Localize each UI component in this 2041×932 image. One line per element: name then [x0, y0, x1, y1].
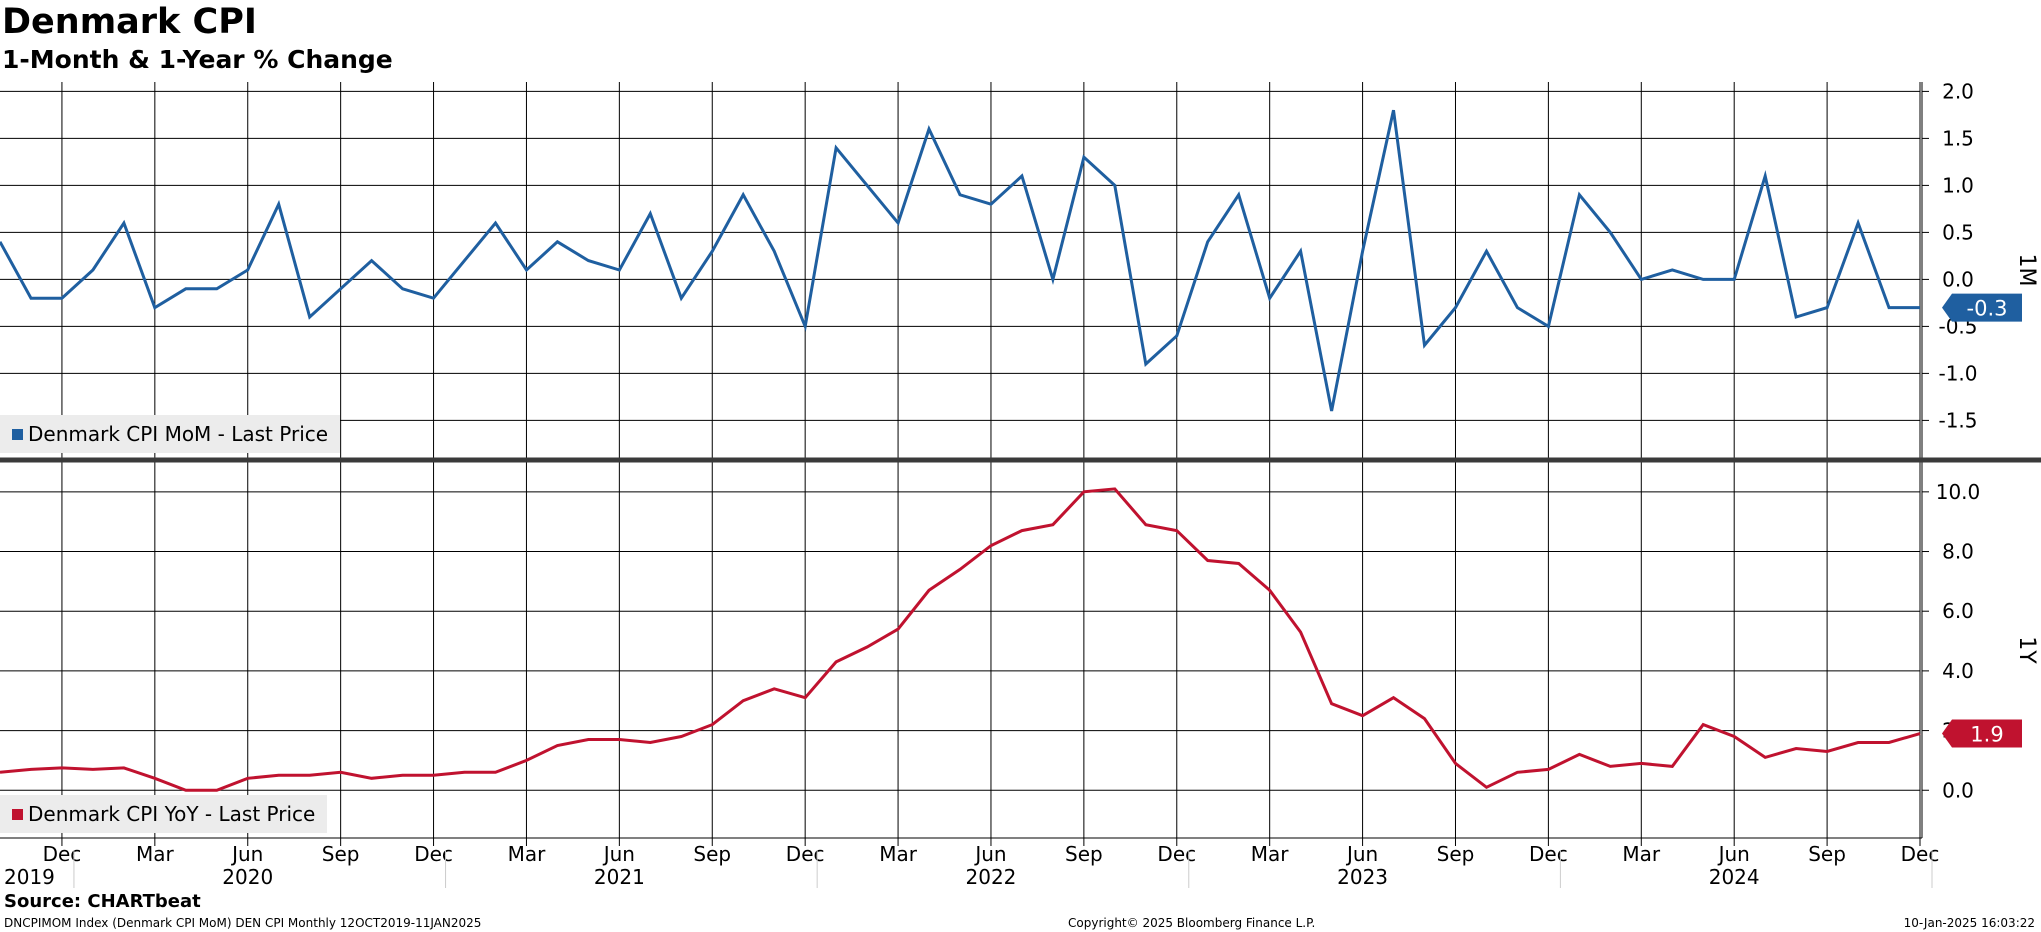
- footer-timestamp: 10-Jan-2025 16:03:22: [1903, 916, 2035, 930]
- panel-label: 1M: [2014, 254, 2039, 287]
- last-value-box: [1942, 719, 2022, 748]
- x-tick-label: Jun: [602, 842, 635, 866]
- y-tick-label: -1.5: [1938, 408, 1977, 432]
- x-tick-label: Jun: [1345, 842, 1378, 866]
- y-tick-label: 4.0: [1942, 659, 1974, 683]
- chart-subtitle: 1-Month & 1-Year % Change: [2, 45, 393, 74]
- x-tick-label: Sep: [1808, 842, 1846, 866]
- x-tick-label: Sep: [322, 842, 360, 866]
- panel-label: 1Y: [2014, 636, 2039, 664]
- legend-mom: Denmark CPI MoM - Last Price: [0, 415, 341, 453]
- x-tick-label: Dec: [43, 842, 82, 866]
- series-line: [0, 109, 1920, 412]
- chart-title: Denmark CPI: [2, 2, 257, 42]
- source-note: Source: CHARTbeat: [4, 891, 201, 912]
- x-tick-label: Sep: [1065, 842, 1103, 866]
- x-year-label: 2022: [966, 865, 1017, 889]
- x-tick-label: Sep: [1437, 842, 1475, 866]
- y-tick-label: 8.0: [1942, 540, 1974, 564]
- last-value-tag: 1.9: [1942, 719, 2022, 748]
- x-tick-label: Dec: [414, 842, 453, 866]
- x-tick-label: Dec: [1901, 842, 1940, 866]
- legend-yoy: Denmark CPI YoY - Last Price: [0, 795, 328, 833]
- x-year-label: 2019: [4, 865, 55, 889]
- x-tick-label: Mar: [136, 842, 175, 866]
- x-tick-label: Mar: [1251, 842, 1290, 866]
- series-line: [0, 487, 1921, 792]
- x-year-label: 2023: [1337, 865, 1388, 889]
- y-tick-label: 0.5: [1942, 220, 1974, 244]
- x-year-label: 2021: [594, 865, 645, 889]
- legend-label-yoy: Denmark CPI YoY - Last Price: [28, 802, 316, 826]
- x-tick-label: Dec: [1529, 842, 1568, 866]
- legend-swatch-mom: [12, 428, 23, 440]
- x-tick-label: Mar: [1622, 842, 1661, 866]
- last-value-box: [1942, 293, 2022, 322]
- x-tick-label: Jun: [973, 842, 1006, 866]
- x-tick-label: Jun: [1717, 842, 1750, 866]
- chart-svg: -1.5-1.0-0.50.00.51.01.52.01M-0.30.02.04…: [0, 79, 2041, 889]
- x-year-label: 2020: [222, 865, 273, 889]
- x-year-label: 2024: [1709, 865, 1760, 889]
- y-tick-label: 2.0: [1942, 79, 1974, 103]
- y-tick-label: 1.0: [1942, 173, 1974, 197]
- x-tick-label: Dec: [1157, 842, 1196, 866]
- x-tick-label: Mar: [879, 842, 918, 866]
- footer-copyright: Copyright© 2025 Bloomberg Finance L.P.: [1068, 916, 1316, 930]
- x-tick-label: Mar: [508, 842, 547, 866]
- last-value-label: 1.9: [1970, 723, 2003, 747]
- x-tick-label: Jun: [230, 842, 263, 866]
- x-tick-label: Dec: [786, 842, 825, 866]
- legend-swatch-yoy: [12, 808, 23, 820]
- y-tick-label: -1.0: [1938, 361, 1977, 385]
- y-tick-label: 1.5: [1942, 126, 1974, 150]
- y-tick-label: 6.0: [1942, 599, 1974, 623]
- x-tick-label: Sep: [693, 842, 731, 866]
- last-value-tag: -0.3: [1942, 293, 2022, 322]
- y-tick-label: 0.0: [1942, 267, 1974, 291]
- footer-ticker: DNCPIMOM Index (Denmark CPI MoM) DEN CPI…: [4, 916, 482, 930]
- legend-label-mom: Denmark CPI MoM - Last Price: [28, 422, 329, 446]
- y-tick-label: 10.0: [1936, 480, 1981, 504]
- last-value-label: -0.3: [1967, 297, 2008, 321]
- y-tick-label: 0.0: [1942, 778, 1974, 802]
